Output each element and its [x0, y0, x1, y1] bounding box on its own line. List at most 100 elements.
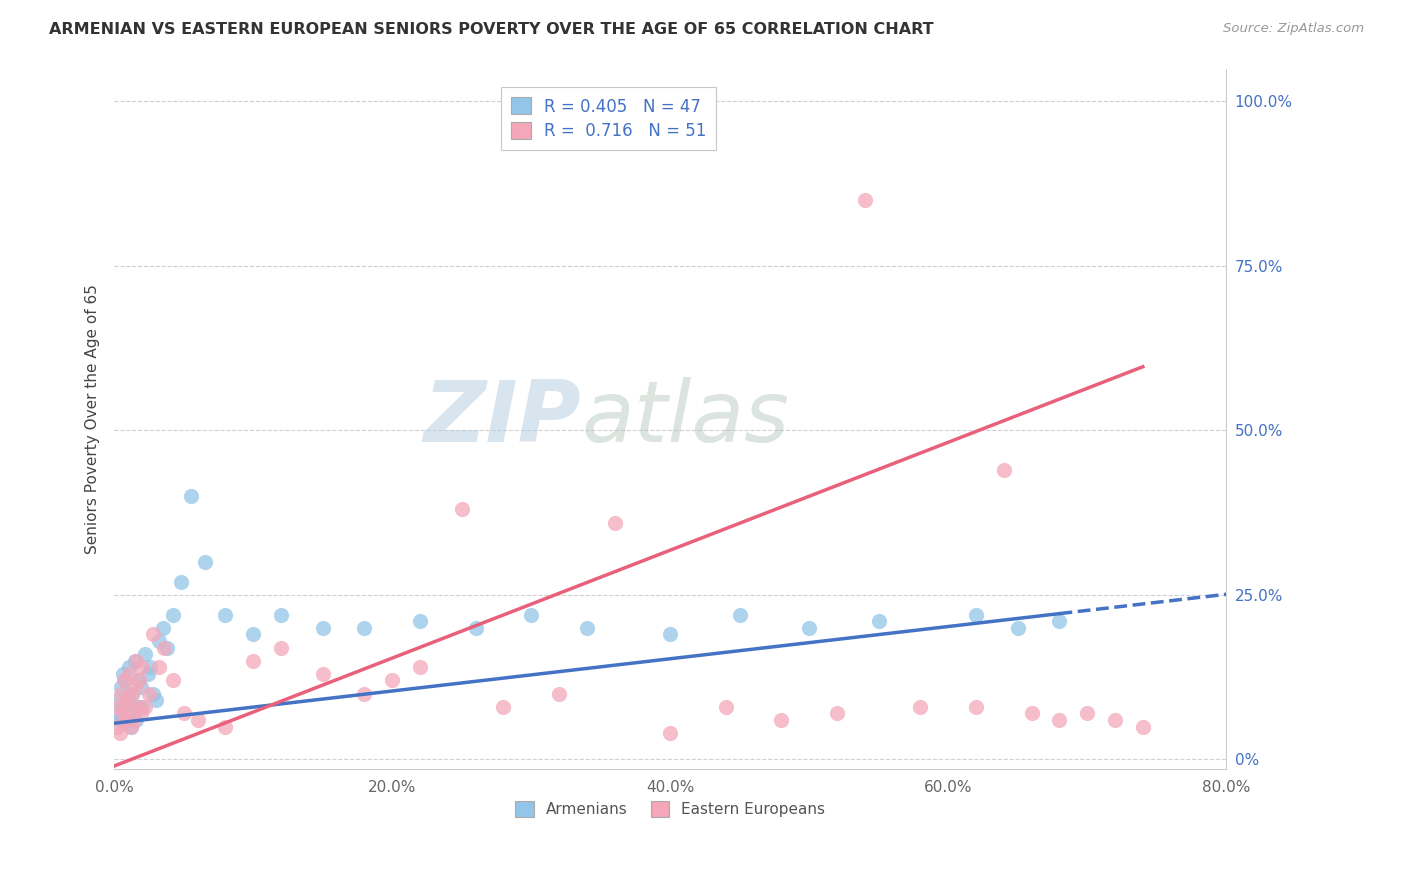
Point: [111, 706, 134, 721]
Point: [162, 673, 184, 688]
Point: [1132, 719, 1154, 733]
Point: [993, 463, 1015, 477]
Point: [1049, 713, 1071, 727]
Point: [107, 693, 129, 707]
Point: [180, 489, 202, 503]
Point: [910, 699, 932, 714]
Point: [148, 634, 170, 648]
Point: [131, 660, 153, 674]
Point: [162, 607, 184, 622]
Point: [117, 699, 139, 714]
Point: [381, 673, 404, 688]
Point: [353, 687, 375, 701]
Point: [153, 640, 176, 655]
Point: [409, 660, 432, 674]
Point: [450, 502, 472, 516]
Text: atlas: atlas: [581, 377, 789, 460]
Text: ARMENIAN VS EASTERN EUROPEAN SENIORS POVERTY OVER THE AGE OF 65 CORRELATION CHAR: ARMENIAN VS EASTERN EUROPEAN SENIORS POV…: [49, 22, 934, 37]
Point: [799, 621, 821, 635]
Point: [127, 673, 149, 688]
Point: [214, 607, 236, 622]
Point: [409, 614, 432, 628]
Point: [312, 621, 335, 635]
Point: [122, 713, 145, 727]
Text: Source: ZipAtlas.com: Source: ZipAtlas.com: [1223, 22, 1364, 36]
Point: [110, 687, 132, 701]
Point: [152, 621, 174, 635]
Point: [145, 693, 167, 707]
Point: [134, 647, 156, 661]
Point: [125, 654, 148, 668]
Point: [122, 706, 145, 721]
Point: [108, 713, 131, 727]
Point: [965, 607, 987, 622]
Point: [464, 621, 486, 635]
Point: [548, 687, 571, 701]
Point: [270, 640, 292, 655]
Point: [242, 627, 264, 641]
Point: [965, 699, 987, 714]
Point: [142, 627, 165, 641]
Point: [128, 673, 150, 688]
Point: [105, 719, 128, 733]
Point: [603, 516, 626, 530]
Point: [193, 555, 215, 569]
Point: [156, 640, 179, 655]
Point: [868, 614, 890, 628]
Point: [353, 621, 375, 635]
Point: [312, 666, 335, 681]
Point: [1021, 706, 1043, 721]
Point: [242, 654, 264, 668]
Point: [1076, 706, 1098, 721]
Point: [714, 699, 737, 714]
Point: [115, 693, 138, 707]
Point: [117, 693, 139, 707]
Point: [120, 719, 142, 733]
Point: [134, 699, 156, 714]
Point: [136, 666, 159, 681]
Point: [187, 713, 209, 727]
Point: [105, 706, 128, 721]
Point: [124, 680, 146, 694]
Point: [120, 719, 142, 733]
Point: [124, 654, 146, 668]
Point: [115, 713, 138, 727]
Point: [118, 666, 141, 681]
Point: [520, 607, 543, 622]
Point: [173, 706, 195, 721]
Point: [575, 621, 598, 635]
Point: [853, 193, 876, 207]
Point: [728, 607, 751, 622]
Point: [107, 699, 129, 714]
Point: [125, 713, 148, 727]
Point: [121, 687, 143, 701]
Point: [659, 726, 682, 740]
Point: [129, 706, 152, 721]
Point: [108, 726, 131, 740]
Y-axis label: Seniors Poverty Over the Age of 65: Seniors Poverty Over the Age of 65: [86, 284, 100, 554]
Point: [770, 713, 793, 727]
Point: [110, 680, 132, 694]
Point: [112, 673, 135, 688]
Point: [659, 627, 682, 641]
Point: [131, 699, 153, 714]
Point: [118, 660, 141, 674]
Point: [121, 687, 143, 701]
Point: [142, 687, 165, 701]
Point: [139, 660, 162, 674]
Point: [114, 673, 136, 688]
Point: [492, 699, 515, 714]
Point: [270, 607, 292, 622]
Point: [170, 574, 193, 589]
Point: [825, 706, 848, 721]
Point: [1007, 621, 1029, 635]
Point: [1049, 614, 1071, 628]
Text: ZIP: ZIP: [423, 377, 581, 460]
Point: [214, 719, 236, 733]
Point: [111, 666, 134, 681]
Point: [128, 699, 150, 714]
Point: [112, 699, 135, 714]
Point: [138, 687, 160, 701]
Point: [148, 660, 170, 674]
Point: [114, 713, 136, 727]
